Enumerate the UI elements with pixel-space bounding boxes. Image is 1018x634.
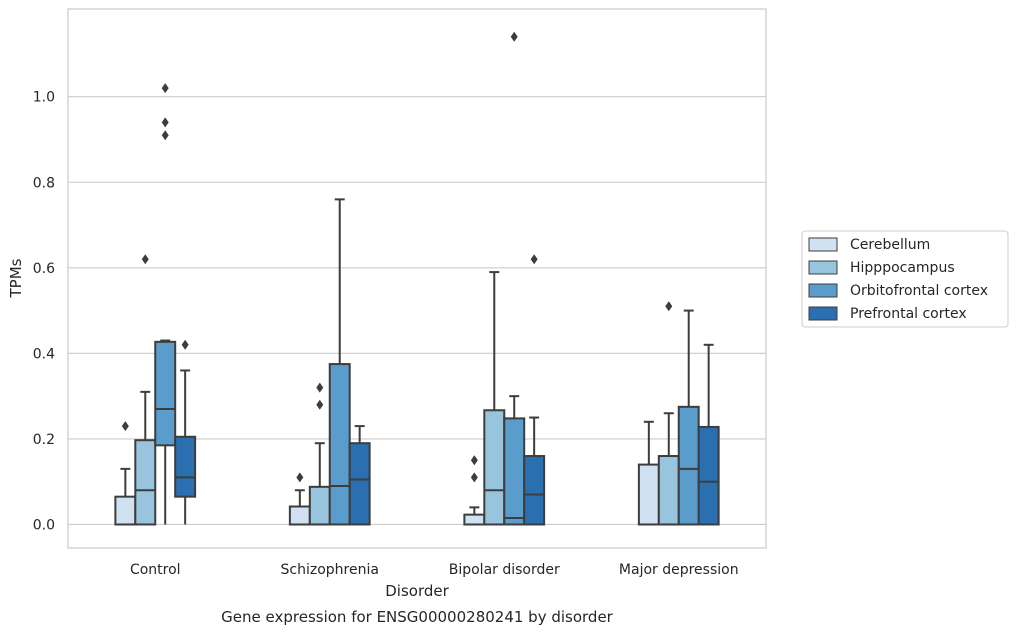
box [348,425,371,526]
box [154,83,177,525]
y-tick-label: 0.6 [33,261,55,277]
legend-frame [801,230,1009,328]
box [657,301,680,526]
legend-swatch [808,237,838,252]
legend: Cerebellum Hipppocampus Orbitofrontal cort… [801,230,1009,328]
outlier-point [316,399,324,410]
x-tick-label: Schizophrenia [281,562,379,578]
y-tick-label: 0.2 [33,432,55,448]
chart-caption: Gene expression for ENSG00000280241 by d… [221,608,614,626]
box-iqr [114,495,137,526]
legend-label: Orbitofrontal cortex [850,283,988,299]
x-tick-label: Control [130,562,181,578]
outlier-point [510,31,518,42]
outlier-point [161,83,169,94]
box-iqr [463,513,486,526]
box-iqr [174,435,197,498]
box-iqr [657,455,680,526]
box-iqr [308,485,331,526]
y-axis-ticks: 0.0 0.2 0.4 0.6 0.8 1.0 [33,90,55,534]
box [523,254,546,526]
outlier-point [316,382,324,393]
box [134,254,157,526]
box-iqr [483,409,506,526]
box-iqr [523,455,546,526]
legend-label: Cerebellum [850,237,930,253]
box [677,309,700,526]
box [328,198,351,526]
y-axis-title: TPMs [7,258,25,298]
box-series [114,31,720,526]
box-iqr [697,425,720,526]
outlier-point [665,301,673,312]
outlier-point [181,339,189,350]
box-iqr [677,405,700,526]
x-axis-ticks: Control Schizophrenia Bipolar disorder Majo… [130,562,739,578]
outlier-point [296,472,304,483]
legend-swatch [808,306,838,321]
plot-frame [67,8,767,549]
box-iqr [288,505,311,526]
legend-swatch [808,283,838,298]
outlier-point [141,254,149,265]
box-iqr [328,363,351,526]
box-iqr [348,442,371,526]
box [483,271,506,526]
box [114,421,137,526]
box [637,420,660,526]
box [308,382,331,526]
box [174,339,197,525]
box [503,31,526,526]
y-tick-label: 0.0 [33,517,55,533]
y-tick-label: 1.0 [33,90,55,106]
outlier-point [470,472,478,483]
outlier-point [470,455,478,466]
legend-swatch [808,260,838,275]
box-iqr [503,417,526,526]
x-tick-label: Major depression [619,562,739,578]
outlier-point [530,254,538,265]
outlier-point [161,130,169,141]
outlier-point [121,421,129,432]
legend-label: Hipppocampus [850,260,955,276]
box-iqr [154,340,177,447]
y-tick-label: 0.4 [33,346,55,362]
x-tick-label: Bipolar disorder [449,562,560,578]
y-tick-label: 0.8 [33,175,55,191]
box [288,472,311,526]
box-iqr [637,463,660,526]
outlier-point [161,117,169,128]
box [697,343,720,526]
legend-label: Prefrontal cortex [850,306,967,322]
box-iqr [134,439,157,526]
x-axis-title: Disorder [385,582,449,600]
box [463,455,486,526]
